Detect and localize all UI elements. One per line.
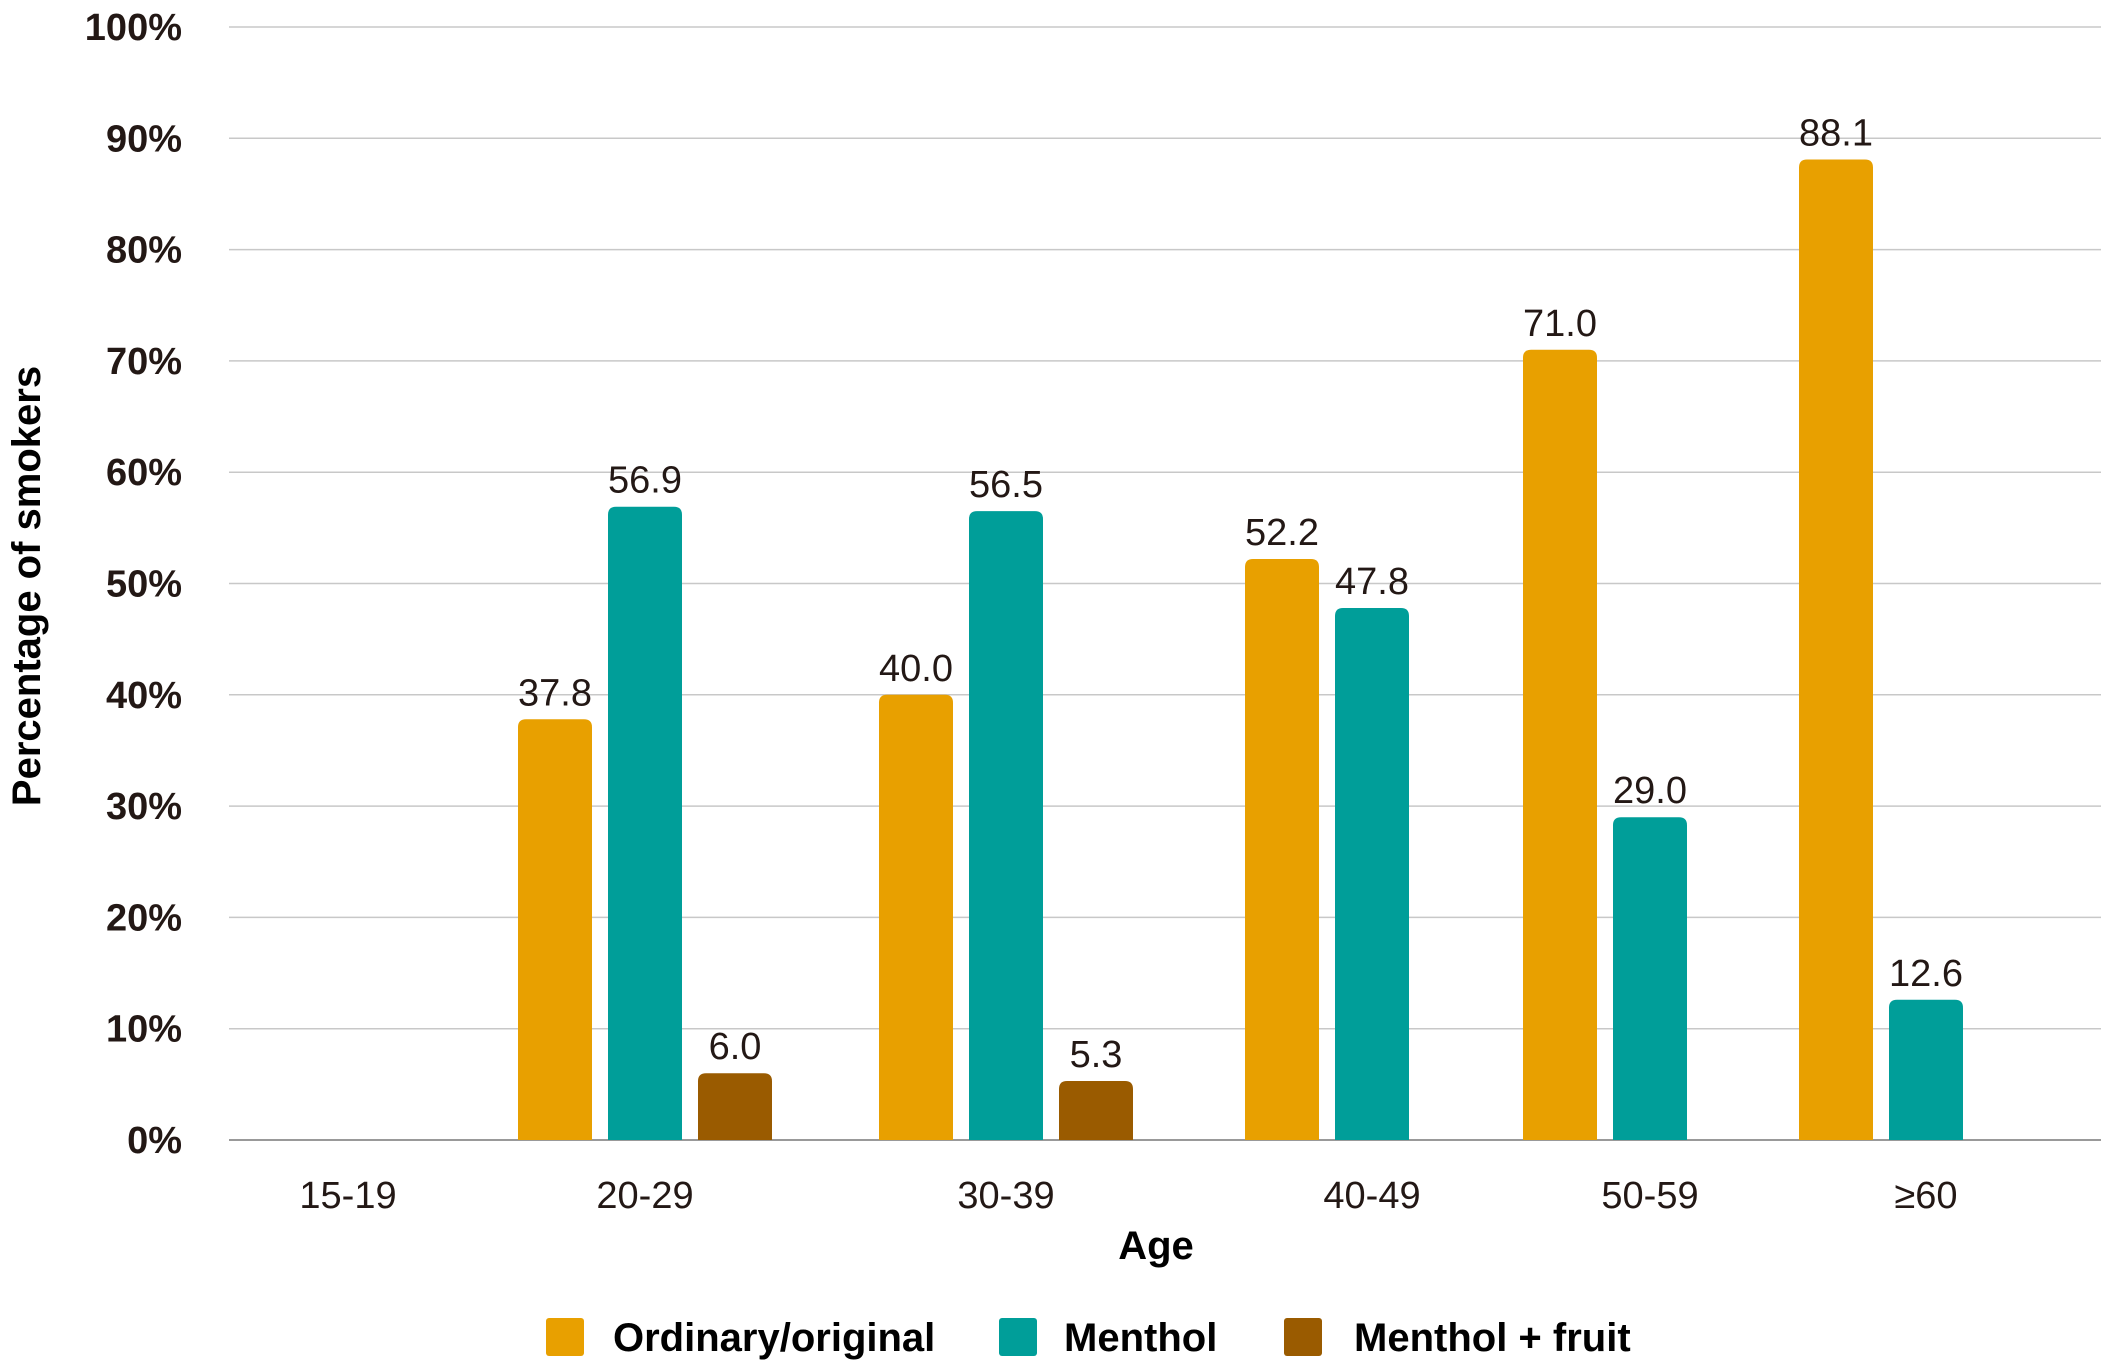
legend-label: Menthol + fruit <box>1354 1316 1631 1360</box>
data-label: 88.1 <box>1799 112 1873 154</box>
x-tick-label: 40-49 <box>1323 1175 1420 1217</box>
data-label: 56.9 <box>608 460 682 502</box>
bars: 37.8 56.9 6.0 40.0 56.5 5.3 52.2 47.8 71.0 29.0 88… <box>518 112 1963 1140</box>
bar-ordinary-original-≥60 <box>1799 159 1873 1140</box>
data-label: 29.0 <box>1613 770 1687 812</box>
bar-ordinary-original-30-39 <box>879 694 953 1140</box>
bar-ordinary-original-20-29 <box>518 719 592 1140</box>
y-tick-label: 90% <box>106 118 182 160</box>
y-tick-label: 0% <box>127 1120 182 1162</box>
y-tick-label: 60% <box>106 452 182 494</box>
y-axis-label: Percentage of smokers <box>5 366 49 806</box>
y-axis-ticks: 0% 10% 20% 30% 40% 50% 60% 70% 80% 90% 100% <box>85 7 182 1162</box>
bar-menthol-50-59 <box>1613 817 1687 1140</box>
y-tick-label: 20% <box>106 897 182 939</box>
legend-swatch <box>1284 1318 1322 1356</box>
legend-swatch <box>546 1318 584 1356</box>
y-tick-label: 10% <box>106 1009 182 1051</box>
bar-menthol-fruit-20-29 <box>698 1073 772 1140</box>
bar-ordinary-original-40-49 <box>1245 559 1319 1140</box>
y-tick-label: 30% <box>106 786 182 828</box>
legend-label: Ordinary/original <box>613 1316 935 1360</box>
data-label: 5.3 <box>1070 1034 1123 1076</box>
y-tick-label: 50% <box>106 564 182 606</box>
x-tick-label: ≥60 <box>1894 1175 1957 1217</box>
bar-menthol-20-29 <box>608 506 682 1140</box>
data-label: 71.0 <box>1523 303 1597 345</box>
bar-menthol-≥60 <box>1889 999 1963 1140</box>
data-label: 40.0 <box>879 648 953 690</box>
data-label: 12.6 <box>1889 953 1963 995</box>
x-tick-label: 30-39 <box>957 1175 1054 1217</box>
data-label: 52.2 <box>1245 512 1319 554</box>
legend-label: Menthol <box>1064 1316 1217 1360</box>
data-label: 37.8 <box>518 672 592 714</box>
legend-swatch <box>999 1318 1037 1356</box>
bar-ordinary-original-50-59 <box>1523 349 1597 1140</box>
x-tick-label: 20-29 <box>596 1175 693 1217</box>
y-tick-label: 100% <box>85 7 182 49</box>
y-tick-label: 40% <box>106 675 182 717</box>
data-label: 6.0 <box>709 1026 762 1068</box>
x-axis-ticks: 15-19 20-29 30-39 40-49 50-59 ≥60 <box>299 1175 1957 1217</box>
bar-menthol-40-49 <box>1335 607 1409 1140</box>
bar-menthol-30-39 <box>969 511 1043 1140</box>
data-label: 56.5 <box>969 464 1043 506</box>
y-tick-label: 70% <box>106 341 182 383</box>
bar-menthol-fruit-30-39 <box>1059 1081 1133 1140</box>
y-tick-label: 80% <box>106 230 182 272</box>
legend: Ordinary/original Menthol Menthol + fruit <box>546 1316 1631 1360</box>
x-tick-label: 15-19 <box>299 1175 396 1217</box>
data-label: 47.8 <box>1335 561 1409 603</box>
x-tick-label: 50-59 <box>1601 1175 1698 1217</box>
x-axis-label: Age <box>1118 1224 1194 1268</box>
